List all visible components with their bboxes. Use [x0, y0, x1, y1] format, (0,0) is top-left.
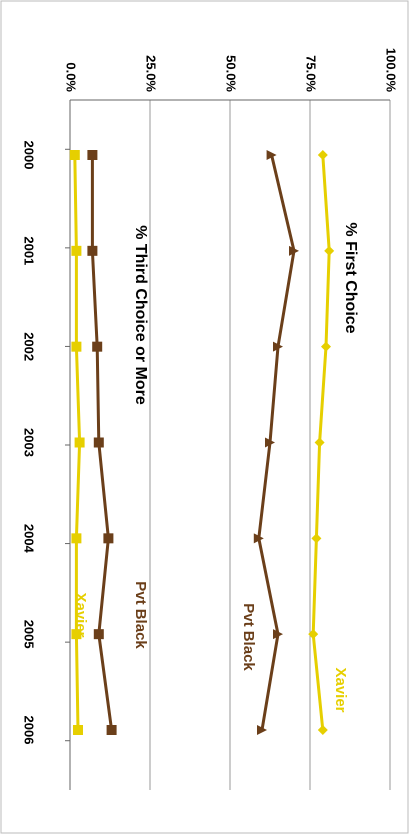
marker: [253, 533, 264, 544]
marker: [93, 437, 104, 448]
x-tick-label: 2006: [22, 716, 37, 745]
y-tick-label: 50.0%: [224, 55, 239, 92]
y-tick-label: 75.0%: [304, 55, 319, 92]
marker: [314, 437, 325, 448]
marker: [257, 725, 267, 735]
y-tick-label: 0.0%: [64, 62, 79, 92]
marker: [69, 150, 80, 160]
x-tick-label: 2003: [22, 428, 37, 457]
series-label: Pvt Black: [240, 603, 257, 671]
marker: [273, 629, 283, 640]
marker: [92, 341, 103, 352]
series-label: Xavier: [332, 667, 349, 712]
marker: [324, 245, 335, 256]
marker: [321, 341, 331, 352]
y-tick-label: 25.0%: [144, 55, 159, 92]
marker: [87, 245, 98, 256]
x-tick-label: 2001: [22, 236, 37, 265]
marker: [273, 341, 283, 352]
marker: [71, 245, 82, 256]
marker: [308, 629, 319, 640]
series-label: Pvt Black: [132, 581, 149, 649]
marker: [93, 629, 104, 640]
marker: [103, 533, 114, 544]
marker: [71, 341, 82, 352]
x-tick-label: 2000: [22, 141, 37, 170]
marker: [289, 245, 299, 256]
marker: [311, 533, 322, 544]
marker: [266, 150, 277, 160]
x-tick-label: 2004: [22, 524, 37, 554]
marker: [106, 725, 117, 735]
annotation: % First Choice: [342, 222, 359, 333]
x-tick-label: 2005: [22, 620, 37, 649]
marker: [71, 533, 82, 544]
y-tick-label: 100.0%: [384, 48, 399, 93]
marker: [73, 725, 83, 735]
series-line: [257, 154, 296, 731]
x-tick-label: 2002: [22, 332, 37, 361]
marker: [71, 629, 82, 640]
annotation: % Third Choice or More: [132, 225, 149, 405]
marker: [317, 150, 328, 160]
series-label: Xavier: [72, 592, 89, 637]
marker: [265, 437, 275, 448]
marker: [87, 150, 98, 160]
marker: [74, 437, 85, 448]
marker: [317, 725, 328, 735]
rotated-chart: 0.0% 25.0% 50.0% 75.0% 100.0% 2000 2001 2002 200…: [22, 48, 399, 790]
